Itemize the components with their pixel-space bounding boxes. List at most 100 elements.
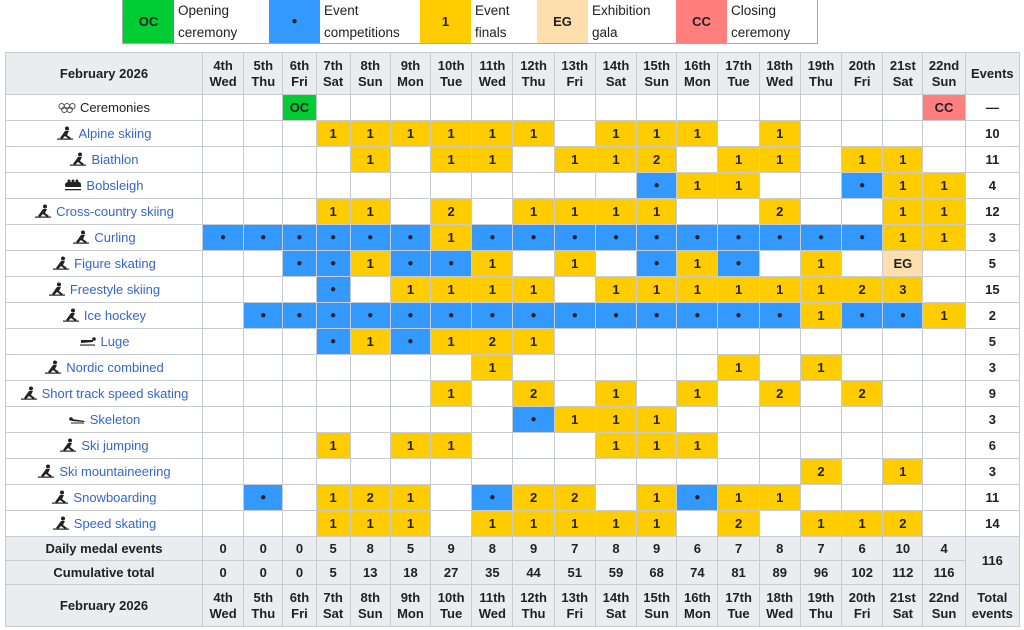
schedule-cell: ● (553, 302, 596, 329)
schedule-cell: ● (841, 224, 884, 251)
daily-medal-count: 6 (841, 536, 884, 561)
weekday: Fri (291, 605, 308, 621)
day-header: 19th Thu (799, 52, 843, 95)
sport-cell: Alpine skiing (5, 120, 203, 147)
schedule-cell (636, 328, 678, 355)
schedule-cell (282, 380, 317, 407)
grand-total: 116 (964, 536, 1021, 585)
schedule-cell (882, 354, 924, 381)
legend-label-line1: Exhibition (592, 3, 651, 18)
schedule-cell (594, 94, 638, 121)
schedule-cell (676, 406, 719, 433)
weekday: Sun (644, 73, 669, 89)
sport-link[interactable]: Luge (100, 334, 130, 349)
daily-medal-count: 0 (243, 536, 284, 561)
day-header: 9th Mon (389, 584, 432, 627)
schedule-cell: 1 (758, 484, 801, 511)
olympic-rings-icon (58, 102, 76, 116)
schedule-cell: 1 (717, 146, 760, 173)
sport-link[interactable]: Speed skating (73, 516, 157, 531)
sport-link[interactable]: Ice hockey (83, 308, 147, 323)
day-header: 21st Sat (882, 52, 924, 95)
legend-swatch: CC (676, 0, 727, 43)
schedule-cell (758, 328, 801, 355)
schedule-cell: ● (243, 484, 284, 511)
sport-row: Ceremonies OC CC — (5, 94, 1021, 121)
schedule-cell (758, 94, 801, 121)
sport-link[interactable]: Nordic combined (66, 360, 164, 375)
sport-link[interactable]: Snowboarding (73, 490, 157, 505)
sport-row: Ice hockey ● ● ● ● ● ● ● ● ● ● ● ● ● ● 1 ● ● 1 2 (5, 302, 1021, 329)
skeleton-icon (68, 412, 86, 426)
schedule-cell (758, 172, 801, 199)
sport-link[interactable]: Figure skating (74, 256, 156, 271)
sport-link[interactable]: Short track speed skating (41, 386, 189, 401)
schedule-cell (282, 510, 317, 537)
daily-medal-count: 10 (882, 536, 924, 561)
schedule-cell (553, 354, 596, 381)
sport-row: Alpine skiing 1 1 1 1 1 1 1 1 1 1 10 (5, 120, 1021, 147)
sport-link[interactable]: Skeleton (89, 412, 141, 427)
schedule-cell (553, 380, 596, 407)
cumulative-total-row: Cumulative total 0 0 0 5 13 18 27 35 44 51 59 68 74 8… (5, 560, 1020, 585)
schedule-cell: 1 (430, 276, 473, 303)
schedule-cell: 1 (389, 484, 432, 511)
legend-label-line1: Event (324, 3, 359, 18)
sport-row: Figure skating ● ● 1 ● ● 1 1 ● 1 ● 1 EG 5 (5, 250, 1021, 277)
schedule-cell: EG (882, 250, 924, 277)
cumulative-total-label: Cumulative total (5, 560, 203, 585)
schedule-cell: 2 (841, 380, 884, 407)
schedule-cell: 1 (430, 120, 473, 147)
sport-link[interactable]: Curling (94, 230, 136, 245)
sport-row: Ski mountaineering 2 1 3 (5, 458, 1021, 485)
day-header: 6th Fri (282, 52, 317, 95)
sport-link[interactable]: Bobsleigh (86, 178, 144, 193)
day-number: 22nd (928, 57, 960, 73)
schedule-cell: ● (717, 250, 760, 277)
schedule-cell (243, 146, 284, 173)
sport-cell: Short track speed skating (5, 380, 203, 407)
schedule-cell (243, 276, 284, 303)
schedule-cell (676, 328, 719, 355)
sport-link[interactable]: Cross-country skiing (56, 204, 174, 219)
sport-link[interactable]: Alpine skiing (78, 126, 152, 141)
sport-link[interactable]: Ski jumping (81, 438, 149, 453)
daily-medal-count: 7 (717, 536, 760, 561)
schedule-cell (841, 354, 884, 381)
footer-header-row: February 2026 4th Wed 5th Thu 6th Fri 7th Sat 8t… (5, 584, 1021, 627)
cumulative-count: 18 (389, 560, 432, 585)
legend-label-line1: Opening (178, 3, 230, 18)
total-events-header: Total events (964, 584, 1021, 627)
day-header: 20th Fri (841, 584, 884, 627)
day-header: 10th Tue (430, 52, 473, 95)
schedule-cell: 1 (349, 198, 391, 225)
schedule-cell (841, 198, 884, 225)
schedule-cell (512, 94, 555, 121)
schedule-cell: ● (471, 484, 514, 511)
schedule-cell: ● (512, 224, 555, 251)
day-header: 22nd Sun (922, 52, 966, 95)
schedule-cell: 1 (922, 172, 966, 199)
schedule-cell: 1 (349, 250, 391, 277)
schedule-cell (594, 328, 638, 355)
sport-link[interactable]: Biathlon (91, 152, 139, 167)
legend-swatch: ● (269, 0, 320, 43)
schedule-cell (243, 328, 284, 355)
sport-cell: Snowboarding (5, 484, 203, 511)
schedule-cell (471, 380, 514, 407)
schedule-cell: 1 (512, 328, 555, 355)
schedule-cell (201, 198, 245, 225)
schedule-cell: 1 (315, 120, 351, 147)
sport-row: Biathlon 1 1 1 1 1 2 1 1 1 1 11 (5, 146, 1021, 173)
cumulative-count: 74 (676, 560, 719, 585)
sport-link[interactable]: Ski mountaineering (59, 464, 171, 479)
schedule-cell: 2 (512, 484, 555, 511)
schedule-cell (282, 458, 317, 485)
sport-link[interactable]: Freestyle skiing (69, 282, 161, 297)
schedule-cell (799, 120, 843, 147)
schedule-cell (389, 458, 432, 485)
day-header: 14th Sat (594, 52, 638, 95)
schedule-cell (799, 94, 843, 121)
day-number: 19th (807, 57, 835, 73)
day-number: 4th (213, 589, 233, 605)
